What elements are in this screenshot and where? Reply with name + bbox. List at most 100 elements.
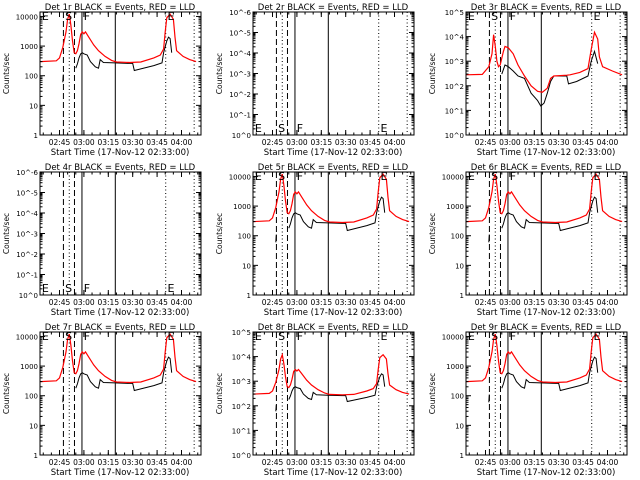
x-tick-label: 02:45 — [262, 458, 284, 467]
events-series-early — [62, 394, 64, 403]
lld-series — [466, 333, 623, 384]
plot-frame — [252, 171, 415, 296]
y-tick-label: 1 — [460, 452, 464, 460]
annotation-F: F — [297, 330, 303, 343]
y-tick-label: 10^-4 — [229, 50, 251, 58]
y-tick-label: 10^0 — [232, 132, 251, 140]
annotation-F: F — [84, 282, 90, 295]
x-axis-label: Start Time (17-Nov-12 02:33:00) — [51, 468, 190, 478]
y-tick-label: 10^3 — [445, 58, 464, 66]
x-tick-label: 03:00 — [73, 298, 95, 307]
y-tick-label: 10^0 — [445, 132, 464, 140]
events-series-early — [62, 74, 64, 83]
x-tick-label: 03:30 — [122, 138, 144, 147]
y-tick-label: 10^-1 — [229, 112, 251, 120]
x-tick-label: 03:15 — [523, 138, 545, 147]
y-axis-label: Counts/sec — [2, 53, 11, 94]
y-tick-label: 10^-5 — [16, 190, 38, 198]
y-tick-label: 10^-6 — [229, 9, 251, 17]
x-tick-label: 03:45 — [572, 138, 594, 147]
y-axis-label: Counts/sec — [215, 213, 224, 254]
x-tick-label: 03:15 — [97, 458, 119, 467]
x-axis-label: Start Time (17-Nov-12 02:33:00) — [51, 308, 190, 318]
x-axis-label: Start Time (17-Nov-12 02:33:00) — [264, 308, 403, 318]
x-tick-label: 02:45 — [475, 298, 497, 307]
annotation-E: E — [594, 10, 601, 23]
x-tick-label: 04:00 — [171, 138, 193, 147]
events-series-early — [275, 404, 277, 412]
annotation-E: E — [42, 282, 49, 295]
x-tick-label: 03:30 — [122, 458, 144, 467]
y-tick-label: 10^-2 — [16, 251, 38, 259]
panel-title: Det 3r BLACK = Events, RED = LLD — [471, 3, 622, 13]
y-tick-label: 10000 — [442, 333, 464, 341]
x-tick-label: 04:00 — [384, 138, 406, 147]
y-tick-label: 10^-1 — [16, 272, 38, 280]
y-tick-label: 10 — [29, 102, 38, 110]
x-tick-label: 02:45 — [262, 298, 284, 307]
annotation-S: S — [278, 330, 285, 343]
y-tick-label: 1000 — [446, 363, 464, 371]
annotation-E: E — [42, 330, 49, 343]
y-tick-label: 10 — [242, 262, 251, 270]
y-tick-label: 1000 — [20, 43, 38, 51]
y-tick-label: 1 — [34, 452, 38, 460]
y-tick-label: 10 — [29, 422, 38, 430]
x-tick-label: 03:15 — [310, 458, 332, 467]
annotation-E: E — [468, 330, 475, 343]
events-series-early — [488, 234, 490, 243]
plot-frame — [465, 11, 628, 136]
annotation-S: S — [278, 122, 285, 135]
y-tick-label: 10^5 — [445, 9, 464, 17]
x-tick-label: 03:45 — [359, 458, 381, 467]
annotation-S: S — [65, 10, 72, 23]
y-tick-label: 10^4 — [445, 34, 465, 42]
annotation-F: F — [297, 170, 303, 183]
x-tick-label: 02:45 — [49, 298, 71, 307]
x-axis-label: Start Time (17-Nov-12 02:33:00) — [477, 308, 616, 318]
lld-series — [40, 333, 197, 384]
annotation-F: F — [510, 10, 516, 23]
y-tick-label: 10^-6 — [16, 169, 38, 177]
panel-title: Det 5r BLACK = Events, RED = LLD — [258, 163, 409, 173]
panel-title: Det 6r BLACK = Events, RED = LLD — [471, 163, 622, 173]
x-tick-label: 04:00 — [384, 298, 406, 307]
y-axis-label: Counts/sec — [215, 53, 224, 94]
x-tick-label: 03:15 — [310, 298, 332, 307]
y-tick-label: 10^1 — [232, 427, 251, 435]
panel-title: Det 8r BLACK = Events, RED = LLD — [258, 323, 409, 333]
events-series-early — [275, 234, 277, 243]
y-axis-label: Counts/sec — [2, 373, 11, 414]
y-tick-label: 1 — [34, 132, 38, 140]
y-tick-label: 10000 — [229, 173, 251, 181]
annotation-E: E — [594, 170, 601, 183]
x-tick-label: 04:00 — [597, 458, 619, 467]
x-tick-label: 03:00 — [286, 138, 308, 147]
y-tick-label: 10000 — [442, 173, 464, 181]
x-tick-label: 03:15 — [310, 138, 332, 147]
events-series — [288, 373, 386, 403]
events-series — [75, 36, 173, 72]
y-tick-label: 10^1 — [445, 107, 464, 115]
annotation-E: E — [168, 330, 175, 343]
annotation-E: E — [381, 122, 388, 135]
y-tick-label: 10000 — [16, 13, 38, 21]
y-tick-label: 1000 — [446, 203, 464, 211]
y-tick-label: 10^-4 — [16, 210, 38, 218]
panel-title: Det 9r BLACK = Events, RED = LLD — [471, 323, 622, 333]
y-tick-label: 10^2 — [445, 83, 464, 91]
x-tick-label: 03:00 — [499, 458, 521, 467]
x-axis-label: Start Time (17-Nov-12 02:33:00) — [477, 148, 616, 158]
y-tick-label: 1 — [460, 292, 464, 300]
annotation-E: E — [255, 330, 262, 343]
x-tick-label: 02:45 — [262, 138, 284, 147]
x-tick-label: 03:30 — [335, 138, 357, 147]
